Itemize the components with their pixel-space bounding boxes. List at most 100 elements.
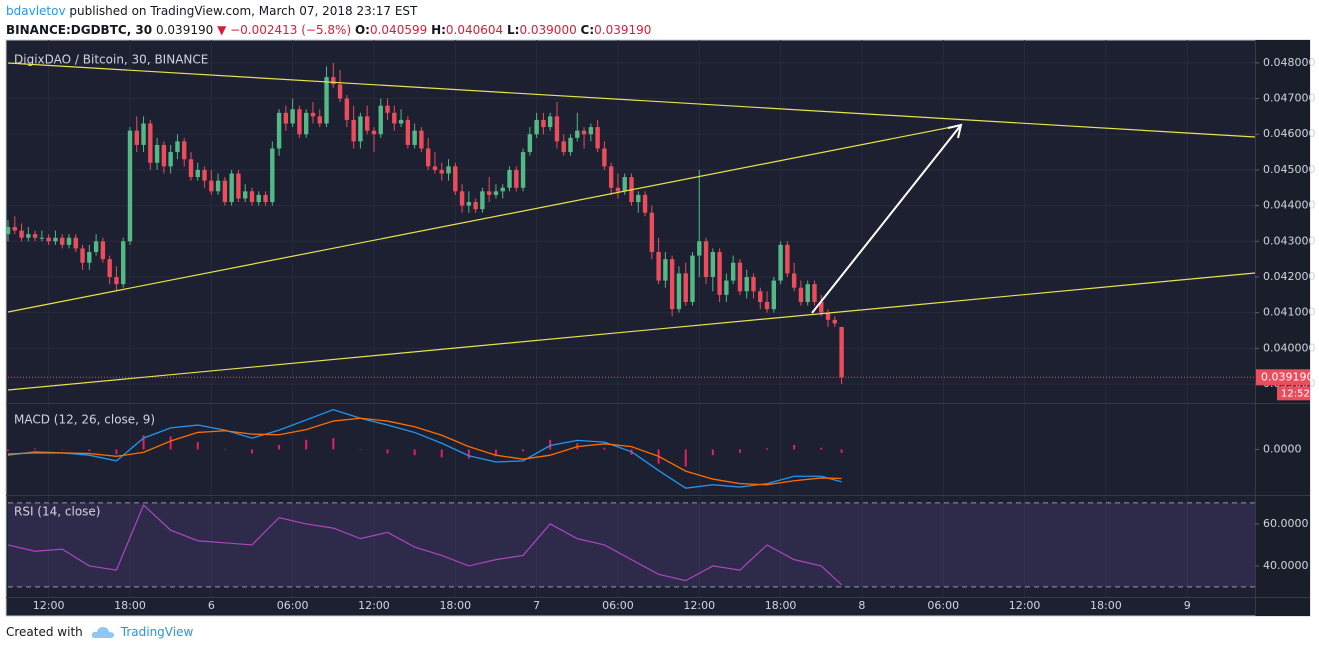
candle-body (290, 109, 295, 124)
histogram-bar (332, 438, 335, 450)
histogram-bar (711, 449, 714, 456)
publish-line: bdavletov published on TradingView.com, … (6, 2, 651, 21)
macd-line (7, 417, 842, 486)
histogram-bar (169, 436, 172, 450)
candle-body (751, 277, 756, 292)
candle-body (832, 319, 838, 324)
trend-line (7, 272, 1256, 391)
candle-body (615, 187, 621, 192)
candle-body (12, 227, 17, 231)
candle-body (32, 234, 38, 238)
histogram-bar (413, 449, 416, 456)
y-tick-label: 0.043000 (1263, 234, 1316, 247)
candle-body (168, 152, 173, 167)
candle-body (202, 169, 207, 181)
candle-body (785, 244, 790, 274)
candle-body (324, 77, 329, 124)
y-tick-label: 0.048000 (1263, 56, 1316, 69)
candle-body (263, 194, 268, 203)
candle-body (331, 77, 336, 85)
histogram-bar (820, 447, 823, 450)
candle-body (148, 123, 153, 163)
y-tick-label: 0.042000 (1263, 270, 1316, 283)
candle-body (575, 130, 580, 138)
pane-title: MACD (12, 26, close, 9) (14, 413, 155, 427)
candle-body (446, 166, 451, 174)
candle-body (703, 241, 709, 278)
candle-body (825, 312, 831, 320)
histogram-bar (61, 449, 64, 450)
candle-body (466, 202, 472, 206)
candle-body (439, 169, 444, 174)
candle-body (486, 191, 492, 195)
y-tick-label: 0.041000 (1263, 306, 1316, 319)
arrow-shaft (811, 124, 962, 314)
candle-body (195, 169, 200, 178)
logo[interactable] (91, 625, 115, 639)
candle-body (114, 277, 119, 285)
candle-body (554, 116, 560, 142)
candle-body (683, 273, 688, 302)
ohlc-value: 0.039000 (519, 23, 577, 37)
candle-body (737, 262, 743, 292)
candle-body (39, 237, 45, 239)
candle-body (236, 173, 241, 199)
histogram-bar (386, 449, 389, 454)
candle-body (5, 227, 11, 235)
candle-body (364, 116, 370, 131)
histogram-bar (467, 449, 470, 459)
histogram-bar (88, 449, 91, 452)
header: bdavletov published on TradingView.com, … (6, 2, 651, 40)
y-tick-label: 40.0000 (1263, 559, 1309, 572)
candle-body (154, 144, 160, 163)
candle-body (500, 187, 505, 192)
candle-body (215, 180, 221, 192)
candle-body (480, 191, 485, 210)
ohlc: O:0.040599 H:0.040604 L:0.039000 C:0.039… (355, 23, 651, 37)
candle-body (656, 252, 661, 281)
x-tick-label: 8 (858, 599, 865, 612)
brand[interactable]: TradingView (120, 625, 194, 639)
candle-body (344, 98, 350, 120)
candle-body (710, 252, 716, 278)
x-tick-label: 18:00 (1090, 599, 1122, 612)
candle-body (520, 152, 526, 188)
candle-body (473, 202, 478, 210)
x-tick-label: 18:00 (439, 599, 471, 612)
candle-body (256, 194, 261, 203)
histogram-bar (440, 449, 443, 458)
ohlc-label: H: (431, 23, 446, 37)
x-tick-label: 12:00 (683, 599, 715, 612)
ohlc-label: C: (580, 23, 595, 37)
created-with: Created with (6, 625, 83, 639)
histogram-bar (223, 448, 226, 450)
x-tick-label: 6 (208, 599, 215, 612)
countdown-box (1277, 386, 1310, 401)
candle-body (459, 191, 465, 206)
candle-body (100, 241, 106, 260)
ohlc-value: 0.040599 (369, 23, 428, 37)
macd-line (7, 409, 842, 489)
logo-cloud (91, 627, 114, 638)
histogram-bar (738, 449, 741, 453)
candle-body (534, 119, 539, 135)
candle-body (744, 277, 749, 292)
author[interactable]: bdavletov (6, 4, 66, 18)
x-tick-label: 12:00 (358, 599, 390, 612)
band-fill (8, 502, 1255, 587)
x-tick-label: 06:00 (277, 599, 309, 612)
candle-body (791, 273, 797, 288)
candle-body (608, 166, 614, 188)
symbol-line: BINANCE:DGDBTC, 30 0.039190 ▼ −0.002413 … (6, 21, 651, 40)
candle-body (493, 191, 499, 195)
candle-body (358, 116, 363, 142)
histogram-bar (278, 444, 281, 450)
candle-body (588, 127, 594, 135)
histogram-bar (494, 449, 497, 457)
y-tick-label: 0.045000 (1263, 163, 1316, 176)
candle-body (46, 237, 51, 242)
histogram-bar (34, 448, 37, 450)
x-tick-label: 9 (1184, 599, 1191, 612)
y-tick-label: 0.046000 (1263, 127, 1316, 140)
candle-body (310, 112, 316, 117)
